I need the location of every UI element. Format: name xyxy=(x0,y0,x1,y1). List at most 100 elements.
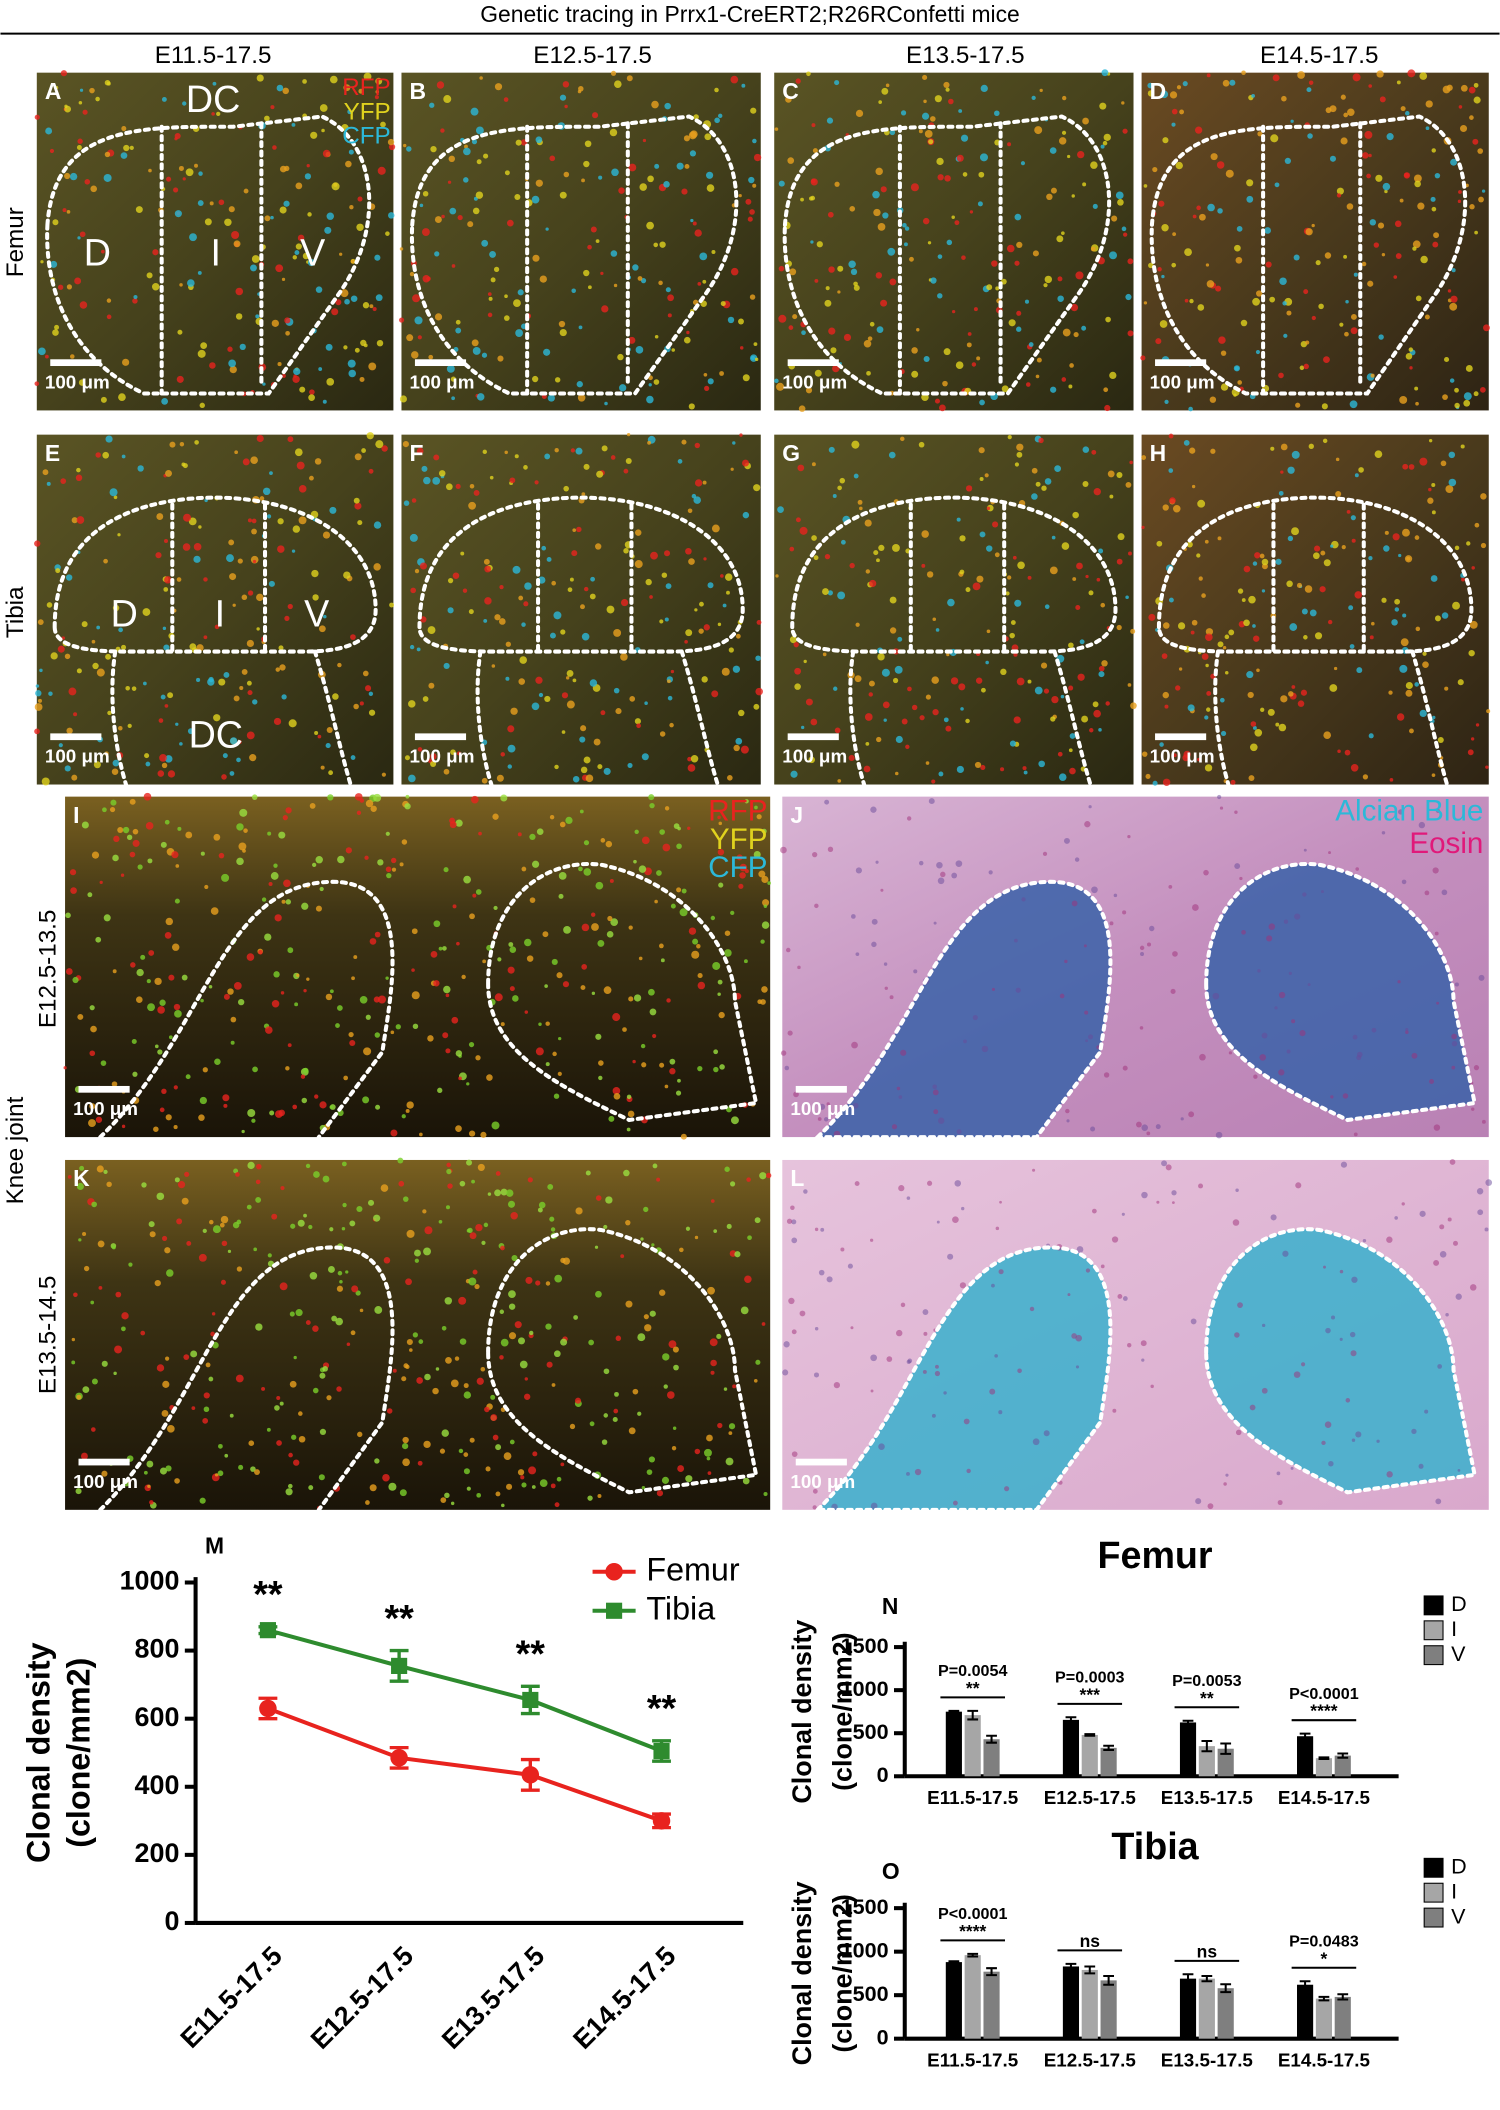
cell xyxy=(292,375,300,383)
tissue-speckle xyxy=(933,921,937,925)
cell xyxy=(672,1346,679,1353)
cell xyxy=(60,478,67,484)
cell xyxy=(114,1345,123,1354)
tissue-speckle xyxy=(817,1117,822,1121)
cell xyxy=(136,996,143,1003)
y-tick-label: 0 xyxy=(877,2025,889,2049)
cell xyxy=(572,678,577,683)
cell xyxy=(603,1224,608,1230)
cell xyxy=(221,774,227,780)
cell xyxy=(1414,386,1419,391)
cell xyxy=(534,480,539,485)
significance: ** xyxy=(966,1678,980,1698)
cell xyxy=(91,1201,98,1208)
cell xyxy=(335,1317,343,1326)
cell xyxy=(441,214,445,219)
cell xyxy=(320,765,325,770)
cell xyxy=(685,1226,691,1231)
cell xyxy=(1440,460,1447,467)
cell xyxy=(1101,69,1109,77)
cell xyxy=(721,667,730,676)
cell xyxy=(1336,187,1344,195)
cell xyxy=(911,347,918,354)
cell xyxy=(209,1219,214,1225)
cell xyxy=(1311,223,1315,228)
tissue-speckle xyxy=(889,995,894,1000)
cell xyxy=(1125,482,1132,488)
cell xyxy=(670,903,676,909)
cell xyxy=(986,545,993,552)
cell xyxy=(251,518,257,524)
tissue-speckle xyxy=(1146,942,1152,947)
cell xyxy=(518,595,524,601)
cell xyxy=(409,533,418,542)
channel-label: YFP xyxy=(710,823,768,856)
cell xyxy=(507,966,515,974)
cell xyxy=(294,1002,299,1007)
tissue-speckle xyxy=(1290,1466,1294,1470)
cell xyxy=(163,644,170,651)
cell xyxy=(581,492,586,496)
cell xyxy=(402,143,407,148)
cell xyxy=(274,914,282,922)
cell xyxy=(318,1474,325,1481)
tissue-speckle xyxy=(1171,1190,1177,1196)
cell xyxy=(518,678,526,685)
cell xyxy=(1422,651,1427,656)
tissue-speckle xyxy=(1015,987,1021,993)
cell xyxy=(210,1331,215,1337)
cell xyxy=(1483,324,1490,332)
cell xyxy=(71,517,78,524)
cell xyxy=(798,405,806,412)
cell xyxy=(165,469,172,477)
cell xyxy=(179,442,185,447)
tissue-speckle xyxy=(1321,890,1324,894)
cell xyxy=(640,1043,646,1049)
tissue-speckle xyxy=(803,1189,808,1194)
tissue-speckle xyxy=(1168,884,1173,889)
cell xyxy=(524,938,532,947)
cell xyxy=(986,629,991,634)
cell xyxy=(950,677,959,685)
cell xyxy=(1197,304,1205,311)
error-bar xyxy=(1220,1983,1232,1994)
cell xyxy=(416,447,424,455)
cell xyxy=(1125,595,1129,600)
cell xyxy=(285,899,292,905)
cell xyxy=(632,1059,636,1064)
cell xyxy=(805,698,813,706)
cell xyxy=(507,219,514,227)
tissue-speckle xyxy=(786,1218,793,1224)
cell xyxy=(719,371,724,376)
cell xyxy=(454,1356,460,1361)
cell xyxy=(89,1005,95,1011)
cell xyxy=(1177,622,1186,630)
cell xyxy=(1286,580,1293,588)
cell xyxy=(256,434,264,443)
cell xyxy=(132,1071,138,1077)
cell xyxy=(223,672,230,678)
cell xyxy=(1291,450,1300,459)
cell xyxy=(329,989,334,994)
cell xyxy=(656,870,662,876)
y-tick-label: 500 xyxy=(853,1720,889,1744)
cell xyxy=(1275,722,1280,727)
cell xyxy=(185,168,194,177)
cell xyxy=(1089,728,1094,733)
cell xyxy=(128,1262,133,1267)
cell xyxy=(1205,663,1209,668)
cell xyxy=(78,101,83,105)
p-value: P<0.0001 xyxy=(938,1905,1008,1923)
tissue-speckle xyxy=(972,1014,978,1021)
cell xyxy=(730,910,735,916)
cell xyxy=(297,1219,305,1227)
cell xyxy=(1450,295,1458,303)
cell xyxy=(614,80,622,88)
cell xyxy=(1434,615,1441,622)
cell xyxy=(377,859,384,866)
cell xyxy=(318,625,326,633)
cell xyxy=(160,694,166,700)
cell xyxy=(659,829,665,835)
cell xyxy=(704,133,712,141)
tissue-speckle xyxy=(1043,1430,1050,1437)
